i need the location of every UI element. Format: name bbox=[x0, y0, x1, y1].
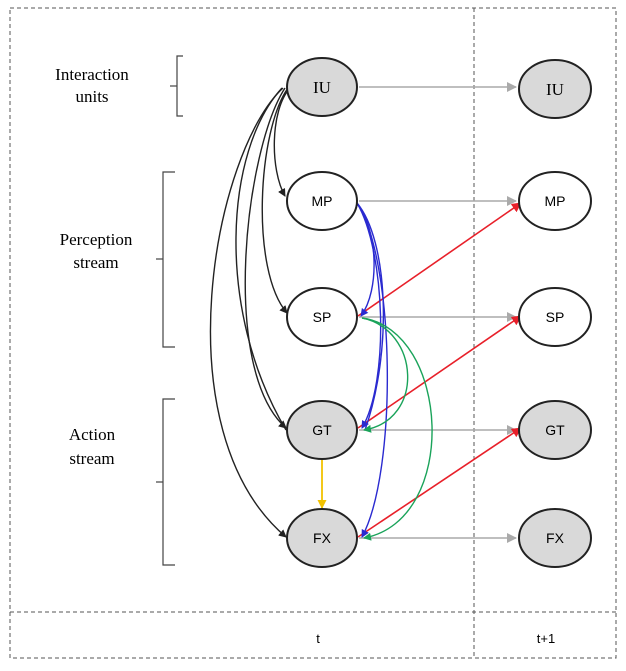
node-iu-t-shape bbox=[286, 57, 358, 117]
nodes-time-t1: IU MP SP GT FX bbox=[518, 59, 592, 568]
node-mp-t1-label: MP bbox=[545, 193, 566, 209]
cross-time-edges bbox=[357, 202, 522, 538]
node-fx-t1[interactable]: FX bbox=[518, 508, 592, 568]
bracket-interaction bbox=[176, 55, 183, 117]
iu-edges bbox=[209, 87, 291, 538]
node-gt-t-label: GT bbox=[312, 422, 332, 438]
outer-border bbox=[9, 7, 617, 659]
node-sp-t1-label: SP bbox=[546, 309, 565, 325]
edge-mp-extra bbox=[356, 202, 385, 431]
node-sp-t-shape bbox=[286, 287, 358, 347]
node-gt-t1-label: GT bbox=[545, 422, 565, 438]
node-fx-t1-label: FX bbox=[546, 530, 565, 546]
bracket-perception bbox=[162, 171, 175, 348]
node-sp-t1[interactable]: SP bbox=[518, 287, 592, 347]
frame bbox=[9, 7, 617, 659]
edge-iu-mp bbox=[273, 87, 291, 197]
node-mp-t-label: MP bbox=[312, 193, 333, 209]
label-action-line1: Action bbox=[69, 425, 116, 444]
sp-edges bbox=[361, 317, 433, 541]
label-perception-line2: stream bbox=[73, 253, 118, 272]
node-fx-t[interactable]: FX bbox=[286, 508, 358, 568]
node-gt-t[interactable]: GT bbox=[286, 400, 358, 460]
edge-gt-sp1 bbox=[357, 315, 522, 429]
node-iu-t[interactable]: IU bbox=[286, 57, 358, 117]
edge-sp-fx bbox=[361, 317, 433, 541]
edge-sp-gt bbox=[361, 317, 409, 433]
node-sp-t[interactable]: SP bbox=[286, 287, 358, 347]
node-iu-t1-label: IU bbox=[546, 80, 564, 99]
node-fx-t-shape bbox=[286, 508, 358, 568]
temporal-edges bbox=[359, 82, 517, 543]
node-sp-t-label: SP bbox=[313, 309, 332, 325]
node-iu-t1-shape bbox=[518, 59, 592, 119]
mp-edges bbox=[356, 202, 389, 538]
time-label-t: t bbox=[316, 631, 320, 646]
nodes-time-t: IU MP SP GT FX bbox=[286, 57, 358, 568]
bracket-action bbox=[162, 398, 175, 566]
node-mp-t-shape bbox=[286, 171, 358, 231]
label-perception-line1: Perception bbox=[60, 230, 133, 249]
node-iu-t-label: IU bbox=[313, 78, 331, 97]
edge-iu-extra bbox=[235, 87, 287, 431]
edge-mp-fx bbox=[356, 202, 389, 538]
edge-sp-mp1 bbox=[357, 202, 522, 317]
edge-iu-sp bbox=[261, 87, 289, 314]
node-mp-t1-shape bbox=[518, 171, 592, 231]
node-gt-t-shape bbox=[286, 400, 358, 460]
label-action-line2: stream bbox=[69, 449, 114, 468]
node-sp-t1-shape bbox=[518, 287, 592, 347]
node-mp-t1[interactable]: MP bbox=[518, 171, 592, 231]
node-gt-t1[interactable]: GT bbox=[518, 400, 592, 460]
node-gt-t1-shape bbox=[518, 400, 592, 460]
node-mp-t[interactable]: MP bbox=[286, 171, 358, 231]
node-fx-t-label: FX bbox=[313, 530, 332, 546]
label-interaction-line2: units bbox=[75, 87, 108, 106]
node-fx-t1-shape bbox=[518, 508, 592, 568]
group-brackets bbox=[156, 55, 183, 566]
edge-mp-gt bbox=[356, 202, 382, 429]
edge-iu-fx bbox=[209, 87, 287, 538]
edge-iu-gt bbox=[244, 87, 287, 429]
label-interaction-line1: Interaction bbox=[55, 65, 129, 84]
time-label-t1: t+1 bbox=[537, 631, 555, 646]
node-iu-t1[interactable]: IU bbox=[518, 59, 592, 119]
edge-fx-gt1 bbox=[357, 427, 522, 538]
